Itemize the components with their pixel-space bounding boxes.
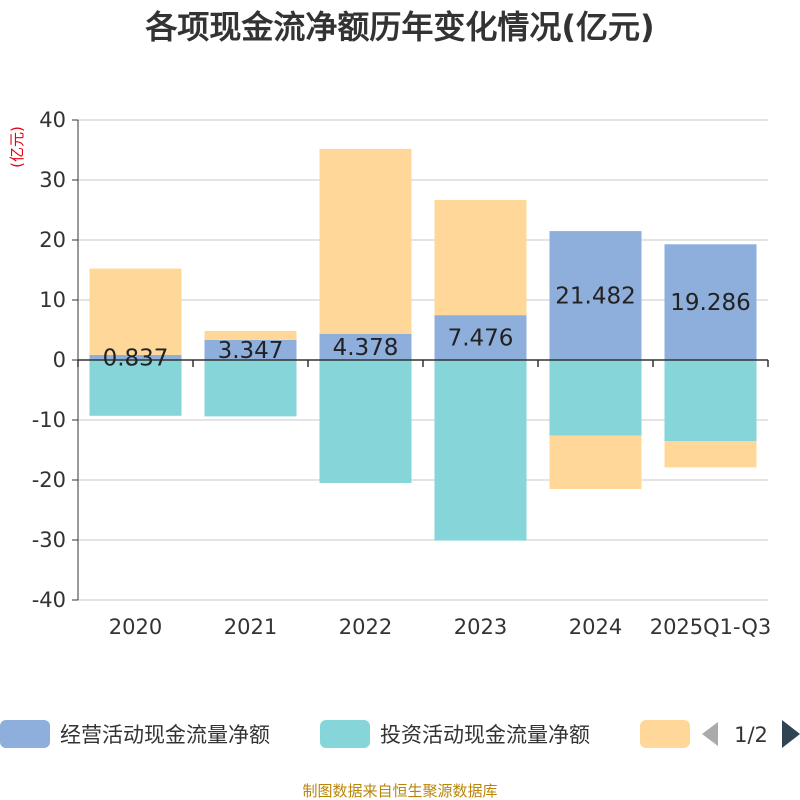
x-tick-label: 2023 — [454, 615, 507, 639]
bar-financing — [434, 199, 527, 316]
bar-financing — [204, 330, 297, 340]
y-tick-label: 0 — [53, 348, 66, 372]
bar-operating — [434, 315, 527, 360]
y-tick-label: -30 — [32, 528, 66, 552]
data-label: 7.476 — [448, 326, 514, 352]
legend-prev-page-icon[interactable] — [702, 722, 718, 746]
y-tick-label: 30 — [39, 168, 66, 192]
legend-swatch-operating — [0, 720, 50, 748]
bar-financing — [89, 268, 182, 355]
bar-investing — [204, 360, 297, 417]
bar-operating — [664, 244, 757, 360]
data-label: 21.482 — [555, 284, 635, 310]
y-tick-label: 40 — [39, 108, 66, 132]
bar-operating — [549, 231, 642, 360]
data-source-note: 制图数据来自恒生聚源数据库 — [302, 782, 497, 800]
bar-financing — [664, 441, 757, 468]
bars — [89, 148, 757, 541]
data-label: 4.378 — [333, 335, 399, 361]
bar-investing — [549, 360, 642, 436]
x-tick-label: 2022 — [339, 615, 392, 639]
legend-label: 投资活动现金流量净额 — [380, 723, 590, 747]
bar-investing — [89, 360, 182, 416]
y-tick-label: -10 — [32, 408, 66, 432]
x-tick-label: 2021 — [224, 615, 277, 639]
bar-operating — [204, 339, 297, 360]
legend-swatch-investing — [320, 720, 370, 748]
x-tick-label: 2024 — [569, 615, 622, 639]
data-label: 0.837 — [103, 345, 169, 371]
bar-investing — [434, 360, 527, 541]
legend: 经营活动现金流量净额 投资活动现金流量净额 1/2 — [0, 720, 800, 748]
legend-label: 经营活动现金流量净额 — [60, 723, 270, 747]
y-tick-label: -20 — [32, 468, 66, 492]
y-tick-label: 20 — [39, 228, 66, 252]
bar-financing — [549, 435, 642, 489]
data-labels: 0.837 3.347 4.378 7.476 21.482 19.286 — [103, 284, 751, 372]
x-tick-label: 2020 — [109, 615, 162, 639]
x-tick-label: 2025Q1-Q3 — [650, 615, 772, 639]
y-tick-label: 10 — [39, 288, 66, 312]
legend-page-indicator: 1/2 — [734, 723, 768, 747]
data-label: 19.286 — [670, 290, 750, 316]
y-tick-label: -40 — [32, 588, 66, 612]
chart-title: 各项现金流净额历年变化情况(亿元) — [145, 8, 654, 46]
bar-financing — [319, 148, 412, 334]
legend-next-page-icon[interactable] — [782, 720, 800, 748]
grid-lines — [78, 119, 768, 601]
axes: 40 30 20 10 0 -10 -20 -30 -40 2020 2021 2022 2023 202… — [32, 108, 772, 639]
bar-operating — [319, 333, 412, 360]
legend-swatch-financing — [640, 720, 690, 748]
bar-investing — [319, 360, 412, 483]
data-label: 3.347 — [218, 338, 284, 364]
y-axis-unit: (亿元) — [8, 126, 26, 168]
bar-investing — [664, 360, 757, 441]
bar-operating — [89, 354, 182, 360]
